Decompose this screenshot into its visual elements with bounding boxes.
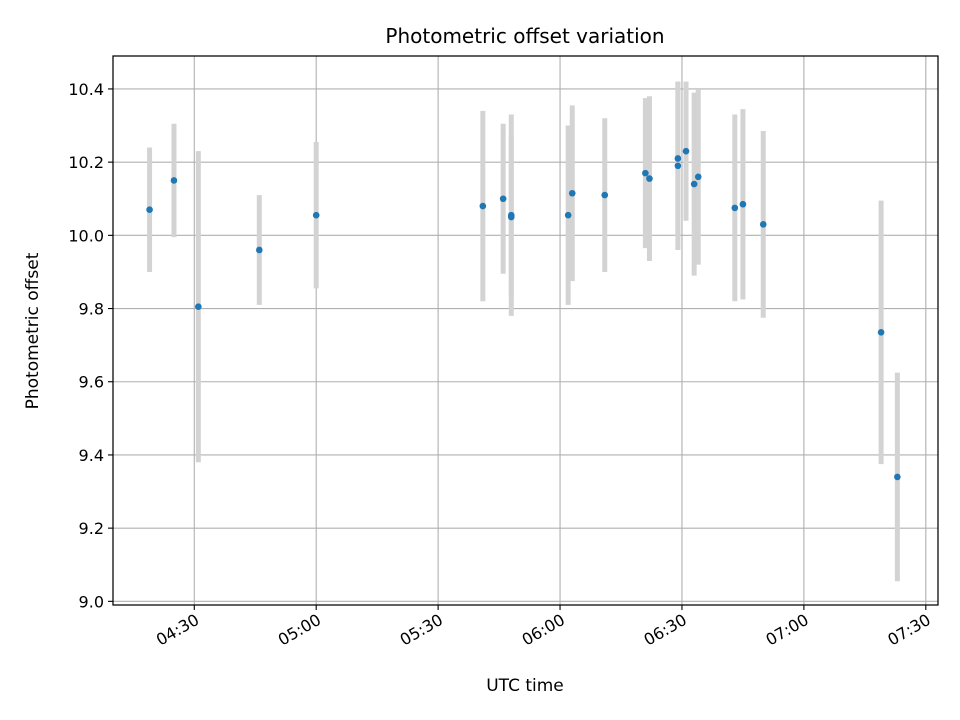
data-point [877,329,885,336]
data-point [682,147,690,155]
y-tick-label: 9.8 [79,300,104,319]
y-axis-label: Photometric offset [23,252,43,409]
data-point [739,200,747,208]
data-points [146,147,901,481]
data-point [564,211,572,219]
y-tick-label: 10.4 [68,80,104,99]
grid [113,56,938,605]
data-point [646,175,653,182]
chart-title: Photometric offset variation [385,24,664,48]
data-point [690,180,698,188]
data-point [256,246,263,254]
data-point [195,303,202,311]
data-point [146,206,153,214]
y-tick-label: 9.2 [79,519,104,538]
x-axis-label: UTC time [486,676,564,696]
data-point [499,195,507,203]
data-point [694,173,702,181]
data-point [674,155,682,162]
data-point [731,204,739,212]
data-point [759,221,767,228]
data-point [894,473,901,481]
y-tick-label: 9.6 [79,373,104,392]
data-point [601,191,609,199]
data-point [170,177,178,184]
data-point [479,202,487,210]
y-tick-label: 10.2 [68,153,104,172]
data-point [507,213,515,221]
y-tick-label: 10.0 [68,226,104,245]
y-tick-label: 9.0 [79,592,104,611]
data-point [674,162,682,170]
data-point [312,211,320,219]
data-point [568,189,576,197]
y-axis-ticks: 9.0 9.2 9.4 9.6 9.8 10.0 10.2 10.4 [68,80,113,611]
y-tick-label: 9.4 [79,446,104,465]
data-point [642,169,649,177]
plot-frame [112,55,939,606]
